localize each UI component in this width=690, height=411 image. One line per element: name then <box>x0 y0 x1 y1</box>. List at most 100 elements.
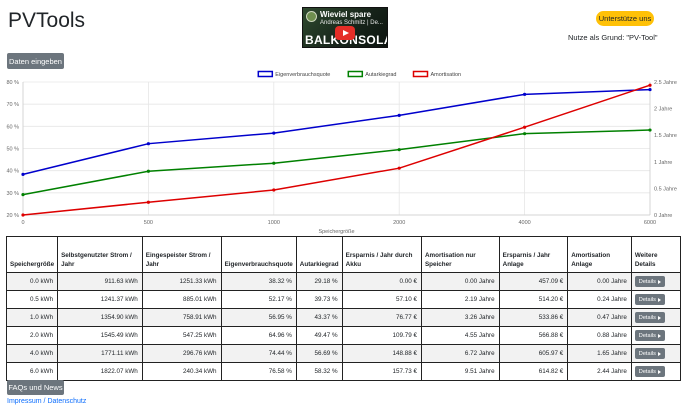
table-cell: 1241.37 kWh <box>57 290 143 309</box>
video-brand-text: BALKONSOLAR <box>305 33 387 47</box>
table-cell: 9.51 Jahre <box>420 362 500 381</box>
y-right-tick-label: 0.5 Jahre <box>654 186 677 192</box>
table-cell: Details <box>630 326 682 345</box>
table-cell: Details <box>630 308 682 327</box>
details-button[interactable]: Details <box>634 366 665 377</box>
video-title: Wieviel spare <box>320 10 372 19</box>
legend-swatch <box>412 70 429 78</box>
table-row: 2.0 kWh 1545.49 kWh 547.25 kWh 64.96 % 49.47… <box>5 326 682 345</box>
y-right-tick-label: 2.5 Jahre <box>654 80 677 86</box>
play-icon[interactable] <box>335 26 355 40</box>
table-header-cell: Eigenverbrauchsquote <box>220 236 297 273</box>
legend-label: Autarkiegrad <box>365 72 396 78</box>
details-button-label: Details <box>638 296 656 303</box>
results-table: Speichergröße Selbstgenutzter Strom / Jah… <box>5 236 682 381</box>
video-thumbnail[interactable]: Wieviel spare Andreas Schmitz | De... BA… <box>302 7 388 48</box>
table-row: 1.0 kWh 1354.90 kWh 758.91 kWh 56.95 % 43.37… <box>5 308 682 327</box>
y-left-tick-label: 80 % <box>6 80 19 86</box>
y-left-tick-label: 60 % <box>6 124 19 130</box>
faq-news-button[interactable]: FAQs und News <box>7 380 64 395</box>
table-cell: 57.10 € <box>341 290 422 309</box>
table-cell: 148.88 € <box>341 344 422 363</box>
details-button[interactable]: Details <box>634 294 665 305</box>
table-row: 4.0 kWh 1771.11 kWh 296.76 kWh 74.44 % 56.69… <box>5 344 682 363</box>
table-cell: 547.25 kWh <box>141 326 222 345</box>
x-tick-label: 4000 <box>518 220 530 226</box>
table-cell: 0.24 Jahre <box>567 290 632 309</box>
table-cell: 56.69 % <box>295 344 343 363</box>
table-cell: 157.73 € <box>341 362 422 381</box>
data-point <box>648 83 652 87</box>
y-right-tick-label: 1 Jahre <box>654 160 672 166</box>
table-cell: 614.82 € <box>498 362 569 381</box>
table-cell: 58.32 % <box>295 362 343 381</box>
table-cell: 514.20 € <box>498 290 569 309</box>
imprint-privacy-link[interactable]: Impressum / Datenschutz <box>7 398 87 405</box>
line-chart: 20 % 30 % 40 % 50 % 60 % 70 % 80 % 0 Jahre 0.5 J… <box>6 70 677 235</box>
series-line-autarkiegrad <box>22 129 651 196</box>
table-cell: 566.88 € <box>498 326 569 345</box>
table-cell: Details <box>630 290 682 309</box>
data-point <box>523 132 527 136</box>
table-cell: 49.47 % <box>295 326 343 345</box>
table-cell: 4.0 kWh <box>5 344 59 363</box>
table-cell: 109.79 € <box>341 326 422 345</box>
data-point <box>21 193 25 197</box>
series-line-eigenverbrauchsquote <box>22 88 651 176</box>
table-cell: 457.09 € <box>498 272 569 291</box>
y-left-tick-label: 30 % <box>6 191 19 197</box>
table-cell: 43.37 % <box>295 308 343 327</box>
table-header-cell: Autarkiegrad <box>295 236 343 273</box>
table-body: 0.0 kWh 911.63 kWh 1251.33 kWh 38.32 % 29.18… <box>5 272 682 381</box>
table-cell: 4.55 Jahre <box>420 326 500 345</box>
details-button-label: Details <box>638 332 656 339</box>
table-cell: 76.77 € <box>341 308 422 327</box>
x-tick-label: 1000 <box>268 220 280 226</box>
caret-right-icon <box>657 279 661 284</box>
details-button[interactable]: Details <box>634 330 665 341</box>
details-button-label: Details <box>638 278 656 285</box>
details-button[interactable]: Details <box>634 348 665 359</box>
video-subtitle: Andreas Schmitz | De... <box>320 20 383 26</box>
table-cell: Details <box>630 362 682 381</box>
y-left-tick-label: 20 % <box>6 213 19 219</box>
series-line-amortisation <box>22 84 651 216</box>
x-axis-label: Speichergröße <box>318 229 354 235</box>
table-cell: 39.73 % <box>295 290 343 309</box>
table-cell: 1354.90 kWh <box>57 308 143 327</box>
details-button[interactable]: Details <box>634 276 665 287</box>
table-cell: 911.63 kWh <box>57 272 143 291</box>
y-left-tick-label: 70 % <box>6 102 19 108</box>
table-cell: 885.01 kWh <box>141 290 222 309</box>
table-cell: 2.44 Jahre <box>567 362 632 381</box>
caret-right-icon <box>657 333 661 338</box>
caret-right-icon <box>657 315 661 320</box>
data-point <box>648 87 652 92</box>
table-row: 0.5 kWh 1241.37 kWh 885.01 kWh 52.17 % 39.73… <box>5 290 682 309</box>
table-row: 6.0 kWh 1822.07 kWh 240.34 kWh 76.58 % 58.32… <box>5 362 682 381</box>
y-right-tick-label: 2 Jahre <box>654 107 672 113</box>
data-point <box>397 148 401 152</box>
table-header-cell: Amortisation nur Speicher <box>420 236 500 273</box>
table-cell: 38.32 % <box>220 272 297 291</box>
data-point <box>648 128 652 132</box>
table-cell: 6.72 Jahre <box>420 344 500 363</box>
table-cell: 1822.07 kWh <box>57 362 143 381</box>
table-header-cell: Eingespeister Strom / Jahr <box>141 236 222 273</box>
caret-right-icon <box>657 297 661 302</box>
table-cell: 1251.33 kWh <box>141 272 222 291</box>
table-cell: 758.91 kWh <box>141 308 222 327</box>
table-cell: 74.44 % <box>220 344 297 363</box>
table-cell: 296.76 kWh <box>141 344 222 363</box>
table-cell: 29.18 % <box>295 272 343 291</box>
enter-data-button[interactable]: Daten eingeben <box>7 53 64 69</box>
legend-swatch <box>257 70 274 78</box>
support-button[interactable]: Unterstütze uns <box>596 11 654 26</box>
details-button[interactable]: Details <box>634 312 665 323</box>
table-header-cell: Ersparnis / Jahr durch Akku <box>341 236 422 273</box>
data-point <box>146 142 150 146</box>
table-cell: 0.5 kWh <box>5 290 59 309</box>
support-note: Nutze als Grund: "PV-Tool" <box>568 33 658 42</box>
table-cell: 605.97 € <box>498 344 569 363</box>
table-cell: 52.17 % <box>220 290 297 309</box>
